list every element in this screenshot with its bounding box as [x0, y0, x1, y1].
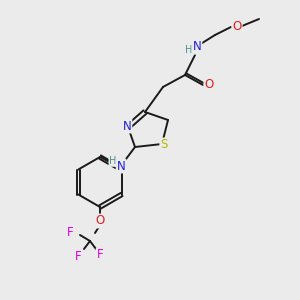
- Text: F: F: [97, 248, 103, 262]
- Text: O: O: [232, 20, 242, 34]
- Text: N: N: [117, 160, 125, 172]
- Text: O: O: [204, 79, 214, 92]
- Text: O: O: [95, 214, 105, 227]
- Text: H: H: [109, 156, 117, 166]
- Text: H: H: [185, 45, 193, 55]
- Text: N: N: [193, 40, 201, 53]
- Text: F: F: [75, 250, 81, 263]
- Text: N: N: [123, 119, 131, 133]
- Text: F: F: [67, 226, 73, 239]
- Text: S: S: [160, 139, 168, 152]
